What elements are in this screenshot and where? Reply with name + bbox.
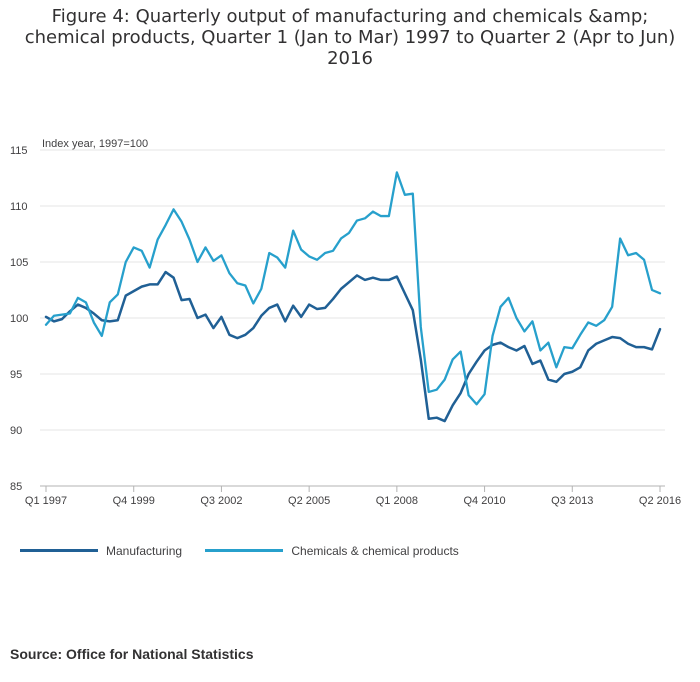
legend-item-manufacturing[interactable]: Manufacturing xyxy=(20,544,182,558)
gridlines xyxy=(40,149,665,487)
legend-swatch-manufacturing xyxy=(20,549,98,552)
y-tick-label-90: 90 xyxy=(10,425,22,437)
chart-title: Figure 4: Quarterly output of manufactur… xyxy=(0,6,700,69)
y-axis-label: Index year, 1997=100 xyxy=(42,138,148,150)
x-tick-label-2: Q3 2002 xyxy=(200,495,242,507)
axes: 85 90 95 100 105 110 115 Index year, 1997=100 Q1… xyxy=(10,138,681,507)
chart-title-line-3: 2016 xyxy=(327,48,373,69)
series-line-manufacturing xyxy=(44,270,662,423)
y-tick-label-100: 100 xyxy=(10,313,28,325)
y-tick-label-115: 115 xyxy=(10,145,28,157)
y-tick-label-95: 95 xyxy=(10,369,22,381)
y-tick-label-110: 110 xyxy=(10,201,28,213)
legend-label-manufacturing: Manufacturing xyxy=(106,543,183,558)
chart-title-line-1: Figure 4: Quarterly output of manufactur… xyxy=(51,6,649,27)
y-tick-label-105: 105 xyxy=(10,257,28,269)
legend-label-chemicals: Chemicals & chemical products xyxy=(291,543,459,558)
chart-title-line-2: chemical products, Quarter 1 (Jan to Mar… xyxy=(24,27,676,48)
source-note: Source: Office for National Statistics xyxy=(10,646,254,662)
legend-swatch-chemicals xyxy=(205,549,284,552)
legend-item-chemicals[interactable]: Chemicals & chemical products xyxy=(205,543,459,558)
legend: Manufacturing Chemicals & chemical produ… xyxy=(20,541,479,558)
x-tick-label-5: Q4 2010 xyxy=(463,495,505,507)
x-tick-label-3: Q2 2005 xyxy=(288,495,330,507)
series-line-chemicals-chemical-products xyxy=(44,171,662,406)
x-tick-label-1: Q4 1999 xyxy=(113,495,155,507)
y-tick-label-85: 85 xyxy=(10,481,22,493)
series-lines xyxy=(44,171,662,423)
x-tick-label-0: Q1 1997 xyxy=(25,495,67,507)
x-tick-label-4: Q1 2008 xyxy=(376,495,418,507)
x-tick-label-7: Q2 2016 xyxy=(639,495,681,507)
x-tick-label-6: Q3 2013 xyxy=(551,495,593,507)
